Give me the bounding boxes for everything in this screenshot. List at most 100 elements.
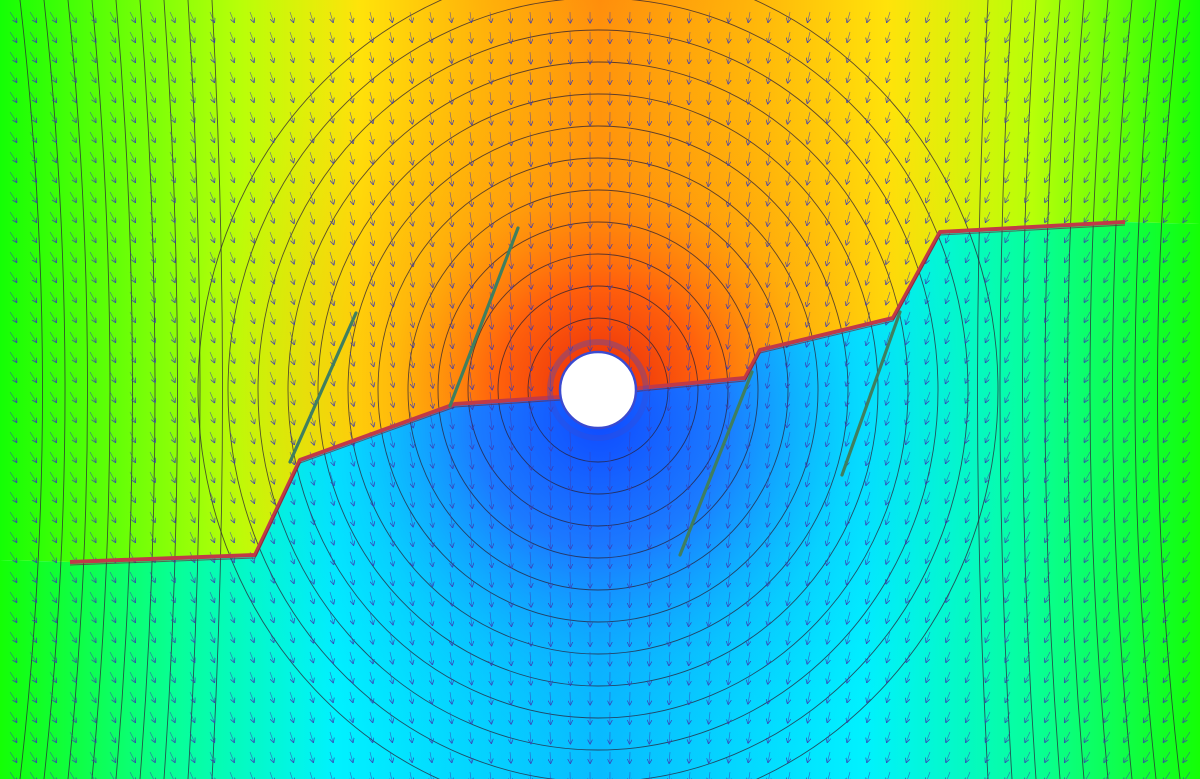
flow-arrow-icon	[370, 11, 373, 22]
flow-arrow-icon	[490, 71, 491, 84]
flow-arrow-icon	[827, 151, 830, 164]
flow-arrow-icon	[209, 151, 214, 162]
flow-arrow-icon	[350, 11, 353, 22]
flow-arrow-icon	[669, 91, 670, 104]
flow-arrow-icon	[669, 151, 670, 166]
flow-arrow-icon	[410, 71, 412, 83]
flow-arrow-icon	[867, 171, 871, 183]
flow-arrow-icon	[946, 171, 951, 182]
flow-arrow-icon	[847, 131, 850, 143]
flow-arrow-icon	[729, 11, 731, 22]
flow-arrow-icon	[1045, 71, 1051, 82]
flow-arrow-icon	[1005, 71, 1011, 82]
flow-arrow-icon	[1085, 171, 1091, 182]
flow-arrow-icon	[390, 71, 392, 83]
flow-arrow-icon	[249, 51, 254, 62]
flow-arrow-icon	[169, 191, 175, 202]
flow-arrow-icon	[390, 11, 392, 22]
flow-arrow-icon	[149, 11, 155, 22]
flow-arrow-icon	[966, 11, 971, 22]
flow-arrow-icon	[9, 151, 17, 162]
flow-arrow-icon	[209, 51, 214, 62]
contour-line	[19, 0, 43, 779]
flow-arrow-icon	[966, 71, 971, 82]
well	[547, 339, 649, 441]
flow-arrow-icon	[430, 171, 432, 185]
flow-arrow-icon	[310, 91, 313, 102]
flow-arrow-icon	[1144, 151, 1151, 162]
flow-arrow-icon	[966, 51, 971, 62]
flow-arrow-icon	[827, 31, 830, 42]
flow-arrow-icon	[350, 151, 353, 163]
flow-arrow-icon	[1144, 11, 1151, 22]
flow-arrow-icon	[229, 171, 234, 182]
flow-arrow-icon	[209, 31, 214, 42]
flow-arrow-icon	[29, 191, 36, 202]
flow-arrow-icon	[847, 31, 850, 42]
flow-arrow-icon	[729, 31, 731, 43]
flow-arrow-icon	[289, 111, 293, 122]
flow-arrow-icon	[649, 111, 650, 125]
flow-arrow-icon	[808, 71, 811, 82]
flow-arrow-icon	[1124, 131, 1131, 142]
flow-arrow-icon	[350, 111, 353, 123]
flow-arrow-icon	[748, 151, 750, 165]
flow-arrow-icon	[946, 131, 951, 142]
flow-arrow-icon	[269, 131, 274, 142]
flow-arrow-icon	[1065, 31, 1071, 42]
flow-arrow-icon	[269, 51, 274, 62]
flow-arrow-icon	[490, 111, 492, 125]
flow-arrow-icon	[129, 111, 135, 122]
flow-arrow-icon	[209, 191, 214, 202]
flow-arrow-icon	[1005, 31, 1011, 42]
flow-arrow-icon	[709, 91, 711, 104]
flow-arrow-icon	[89, 131, 96, 142]
flow-arrow-icon	[289, 31, 293, 42]
flow-arrow-icon	[550, 11, 551, 23]
flow-arrow-icon	[1065, 131, 1071, 142]
flow-arrow-icon	[89, 51, 96, 62]
flow-arrow-icon	[229, 91, 234, 102]
flow-arrow-icon	[229, 51, 234, 62]
flow-arrow-icon	[708, 171, 710, 186]
flow-arrow-icon	[350, 91, 353, 102]
flow-arrow-icon	[669, 111, 670, 125]
flow-arrow-icon	[349, 171, 353, 184]
flow-arrow-icon	[1085, 131, 1091, 142]
flow-arrow-icon	[907, 11, 911, 22]
flow-arrow-icon	[390, 51, 392, 62]
flow-arrow-icon	[748, 111, 750, 124]
flow-arrow-icon	[946, 51, 951, 62]
flow-arrow-icon	[29, 171, 36, 182]
flow-arrow-icon	[249, 151, 254, 162]
flow-arrow-icon	[768, 71, 770, 83]
flow-arrow-icon	[410, 31, 412, 42]
flow-arrow-icon	[887, 151, 891, 163]
flow-arrow-icon	[1005, 111, 1011, 122]
flow-arrow-icon	[249, 171, 254, 182]
flow-arrow-icon	[649, 31, 650, 43]
flow-arrow-icon	[470, 171, 472, 186]
flow-arrow-icon	[1144, 31, 1151, 42]
flow-arrow-icon	[510, 11, 511, 22]
flow-arrow-icon	[510, 51, 511, 63]
contour-line	[197, 0, 999, 779]
flow-arrow-icon	[69, 151, 76, 162]
flow-arrow-icon	[430, 111, 432, 124]
flow-arrow-icon	[129, 91, 135, 102]
flow-arrow-icon	[149, 151, 155, 162]
flow-arrow-icon	[787, 131, 790, 144]
flow-arrow-icon	[986, 171, 991, 182]
flow-arrow-icon	[390, 171, 393, 185]
flow-arrow-icon	[269, 171, 274, 182]
flow-arrow-icon	[808, 31, 810, 42]
contour-line	[1112, 0, 1133, 779]
flow-arrow-icon	[129, 11, 135, 22]
flow-arrow-icon	[867, 111, 870, 122]
flow-arrow-icon	[827, 91, 830, 103]
flow-arrow-icon	[986, 131, 991, 142]
flow-arrow-icon	[149, 91, 155, 102]
flow-arrow-icon	[430, 31, 432, 42]
flow-arrow-icon	[709, 71, 710, 84]
contour-line	[67, 0, 88, 779]
